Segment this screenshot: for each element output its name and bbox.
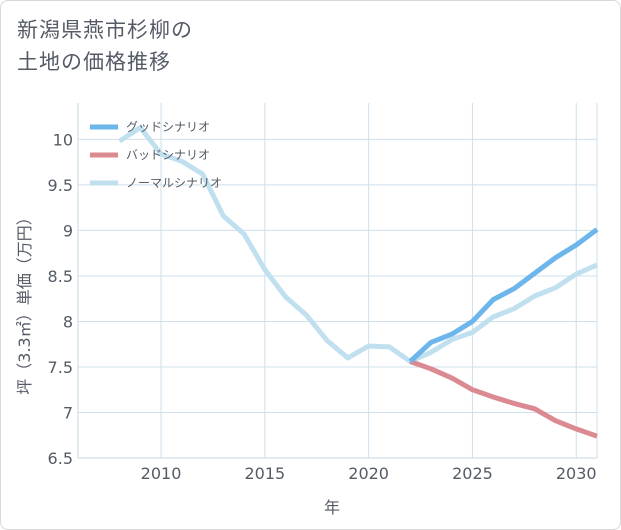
y-tick-label: 8 xyxy=(63,312,73,331)
x-axis-label: 年 xyxy=(324,498,340,517)
series-line-1 xyxy=(409,359,598,439)
y-axis-label: 坪（3.3㎡）単価（万円） xyxy=(15,209,34,394)
legend-label-1: バッドシナリオ xyxy=(126,148,210,162)
x-tick-label: 2025 xyxy=(452,464,493,483)
legend-label-0: グッドシナリオ xyxy=(126,120,210,134)
title-line-1: 新潟県燕市杉柳の xyxy=(17,18,193,42)
y-tick-label: 9.5 xyxy=(48,176,73,195)
y-tick-label: 7 xyxy=(63,403,73,422)
y-tick-label: 8.5 xyxy=(48,267,73,286)
chart-title: 新潟県燕市杉柳の 土地の価格推移 xyxy=(17,14,193,78)
series-line-0 xyxy=(408,227,599,364)
x-tick-label: 2030 xyxy=(556,464,597,483)
y-tick-label: 10 xyxy=(53,130,73,149)
legend-label-2: ノーマルシナリオ xyxy=(126,176,222,190)
x-tick-label: 2010 xyxy=(141,464,182,483)
series-line-2 xyxy=(118,125,599,364)
y-tick-label: 7.5 xyxy=(48,358,73,377)
axes: 2010 2015 2020 2025 2030 6.5 7 7.5 8 8.5 9 9.5 10 xyxy=(48,103,598,483)
y-tick-label: 9 xyxy=(63,221,73,240)
x-tick-label: 2020 xyxy=(348,464,389,483)
y-tick-label: 6.5 xyxy=(48,449,73,468)
grid-lines xyxy=(78,103,597,459)
x-tick-label: 2015 xyxy=(244,464,285,483)
title-line-2: 土地の価格推移 xyxy=(17,50,171,74)
series-lines xyxy=(118,125,599,439)
